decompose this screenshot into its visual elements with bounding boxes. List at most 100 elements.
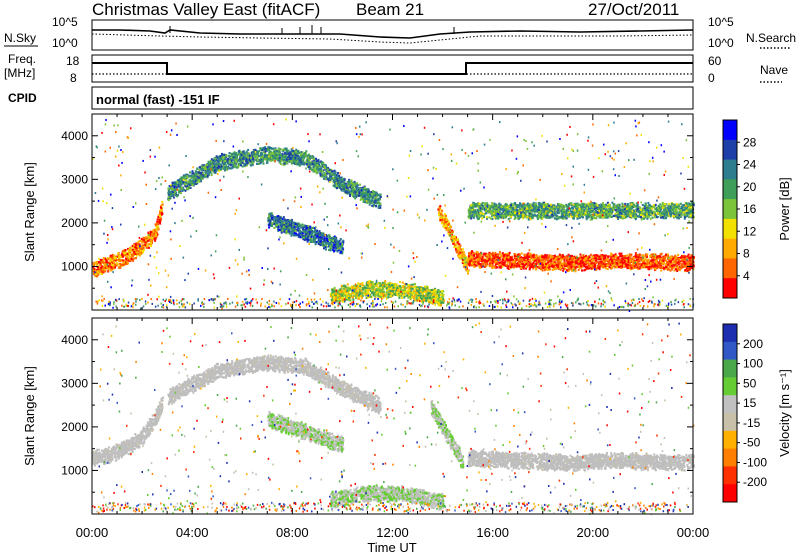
nave-tick-bottom: 0	[708, 71, 715, 85]
echo-cell	[285, 220, 288, 223]
echo-cell	[102, 260, 104, 263]
echo-cell	[242, 159, 245, 162]
echo-cell	[366, 282, 369, 285]
echo-cell	[378, 198, 381, 201]
echo-cell	[159, 220, 162, 223]
echo-cell	[95, 272, 98, 275]
echo-cell	[188, 187, 191, 190]
echo-cell	[428, 296, 431, 299]
echo-cell	[415, 296, 418, 299]
echo-cell	[339, 288, 342, 291]
echo-cell	[231, 164, 234, 167]
echo-cell	[346, 283, 349, 286]
echo-cell	[144, 236, 147, 239]
echo-cell	[264, 150, 267, 153]
echo-cell	[126, 252, 129, 256]
echo-cell	[297, 158, 299, 161]
echo-cell	[356, 194, 359, 198]
echo-cell	[95, 273, 97, 276]
echo-cell	[179, 190, 182, 193]
echo-cell	[369, 295, 372, 298]
echo-cell	[205, 163, 208, 166]
echo-cell	[311, 156, 314, 159]
echo-cell	[196, 173, 199, 176]
echo-cell	[451, 230, 454, 233]
echo-cell	[154, 235, 156, 238]
echo-cell	[155, 230, 158, 233]
echo-cell	[194, 182, 197, 185]
echo-cell	[438, 290, 441, 293]
echo-cell	[226, 159, 229, 162]
echo-cell	[420, 295, 423, 298]
echo-cell	[280, 159, 283, 162]
nsearch-tick-top: 10^5	[708, 15, 734, 29]
echo-cell	[273, 154, 276, 157]
echo-cell	[269, 159, 272, 162]
echo-cell	[220, 165, 223, 168]
echo-cell	[196, 167, 199, 170]
echo-cell	[142, 249, 145, 252]
echo-cell	[267, 146, 270, 149]
echo-cell	[347, 287, 349, 290]
echo-cell	[418, 286, 421, 289]
echo-cell	[233, 161, 236, 164]
echo-cell	[237, 162, 240, 165]
echo-cell	[105, 266, 108, 269]
echo-cell	[139, 250, 142, 253]
echo-cell	[273, 226, 276, 229]
echo-cell	[321, 243, 324, 246]
echo-cell	[234, 162, 237, 165]
echo-cell	[96, 260, 98, 264]
echo-cell	[344, 285, 347, 288]
echo-cell	[374, 294, 377, 297]
echo-cell	[289, 223, 292, 227]
echo-cell	[105, 259, 108, 262]
echo-cell	[249, 156, 252, 160]
echo-cell	[157, 225, 160, 228]
echo-cell	[413, 282, 416, 286]
echo-cell	[462, 264, 465, 267]
echo-cell	[373, 197, 376, 201]
echo-cell	[339, 299, 342, 302]
echo-cell	[333, 184, 336, 187]
echo-cell	[282, 216, 285, 219]
echo-cell	[340, 284, 343, 287]
echo-cell	[191, 175, 194, 178]
echo-cell	[287, 159, 290, 163]
echo-cell	[271, 222, 274, 225]
echo-cell	[120, 253, 123, 256]
echo-cell	[128, 256, 131, 259]
echo-cell	[228, 152, 231, 155]
echo-cell	[332, 239, 334, 242]
echo-cell	[156, 218, 159, 221]
echo-cell	[159, 205, 162, 208]
echo-cell	[259, 158, 261, 161]
echo-cell	[342, 284, 345, 287]
echo-cell	[152, 230, 155, 233]
echo-cell	[105, 263, 108, 266]
echo-cell	[136, 249, 139, 252]
echo-cell	[323, 247, 325, 250]
echo-cell	[179, 192, 182, 195]
echo-cell	[256, 162, 258, 165]
echo-cell	[296, 223, 298, 226]
echo-cell	[291, 233, 294, 236]
echo-cell	[171, 194, 174, 197]
echo-cell	[218, 163, 221, 166]
echo-cell	[116, 255, 119, 258]
echo-cell	[252, 151, 254, 154]
echo-cell	[198, 171, 201, 174]
echo-cell	[354, 197, 357, 200]
echo-cell	[228, 161, 231, 164]
echo-cell	[153, 237, 156, 240]
echo-cell	[229, 157, 232, 160]
echo-cell	[304, 232, 307, 236]
echo-cell	[403, 296, 406, 299]
echo-cell	[579, 253, 582, 256]
echo-cell	[277, 219, 280, 222]
echo-cell	[347, 289, 350, 292]
echo-cell	[223, 153, 226, 156]
echo-cell	[323, 237, 326, 240]
echo-cell	[140, 247, 143, 250]
echo-cell	[306, 240, 309, 243]
